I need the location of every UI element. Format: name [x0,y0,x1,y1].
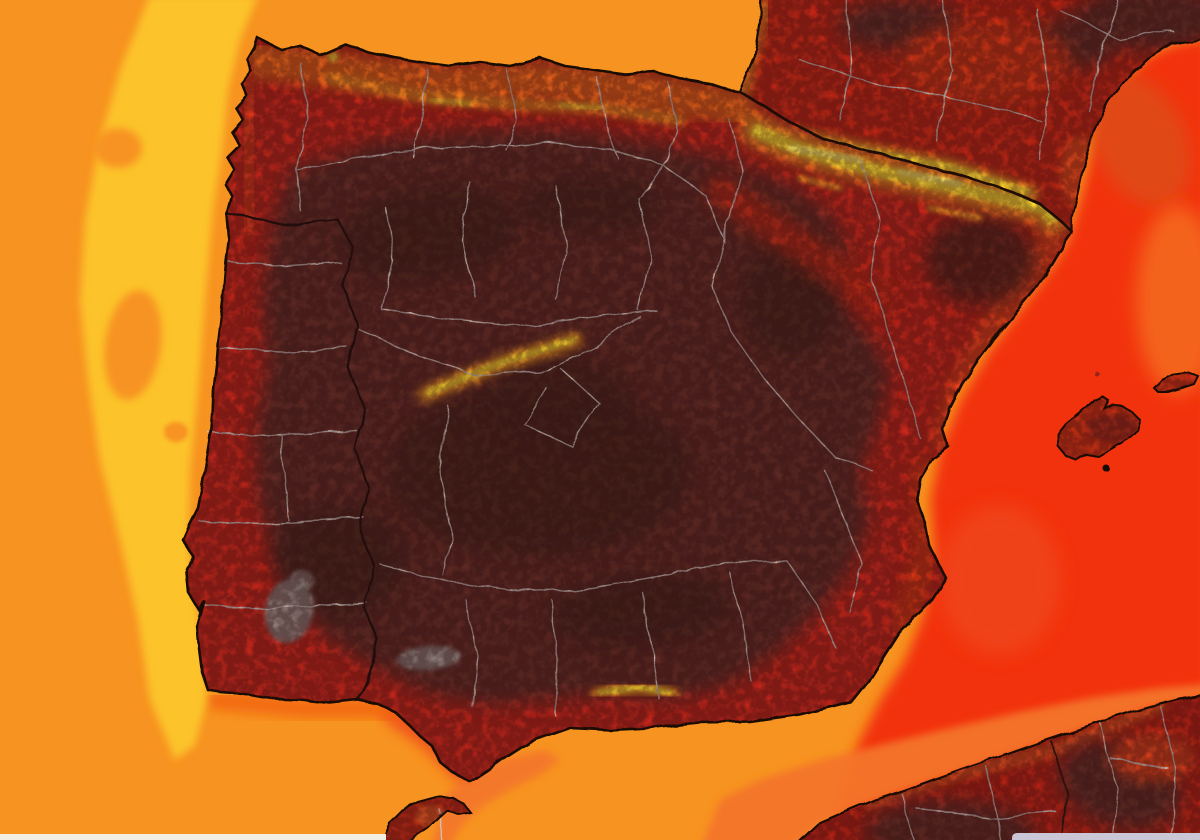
cabrera-island [1102,464,1110,472]
cropped-legend-box [1012,833,1200,840]
yellow-band-orange-patch [104,290,162,400]
gibraltar-strait-band [432,750,560,840]
gulf-of-lion-light-patch [1136,205,1200,395]
atlantic-coastal-yellow-band [80,0,256,760]
valencia-offshore-patch [940,505,1060,655]
cropped-attribution-bar [0,834,386,840]
small-islet [1094,371,1100,377]
mediterranean-sea [830,39,1200,840]
yellow-band-orange-patch [94,128,142,168]
algarve-coast-water-band [206,691,414,725]
yellow-band-orange-patch [164,422,188,442]
alboran-sea-coastal-band [704,684,1200,840]
gulf-of-lion-dark-patch [1089,73,1191,207]
balearic-islands [1057,371,1199,472]
